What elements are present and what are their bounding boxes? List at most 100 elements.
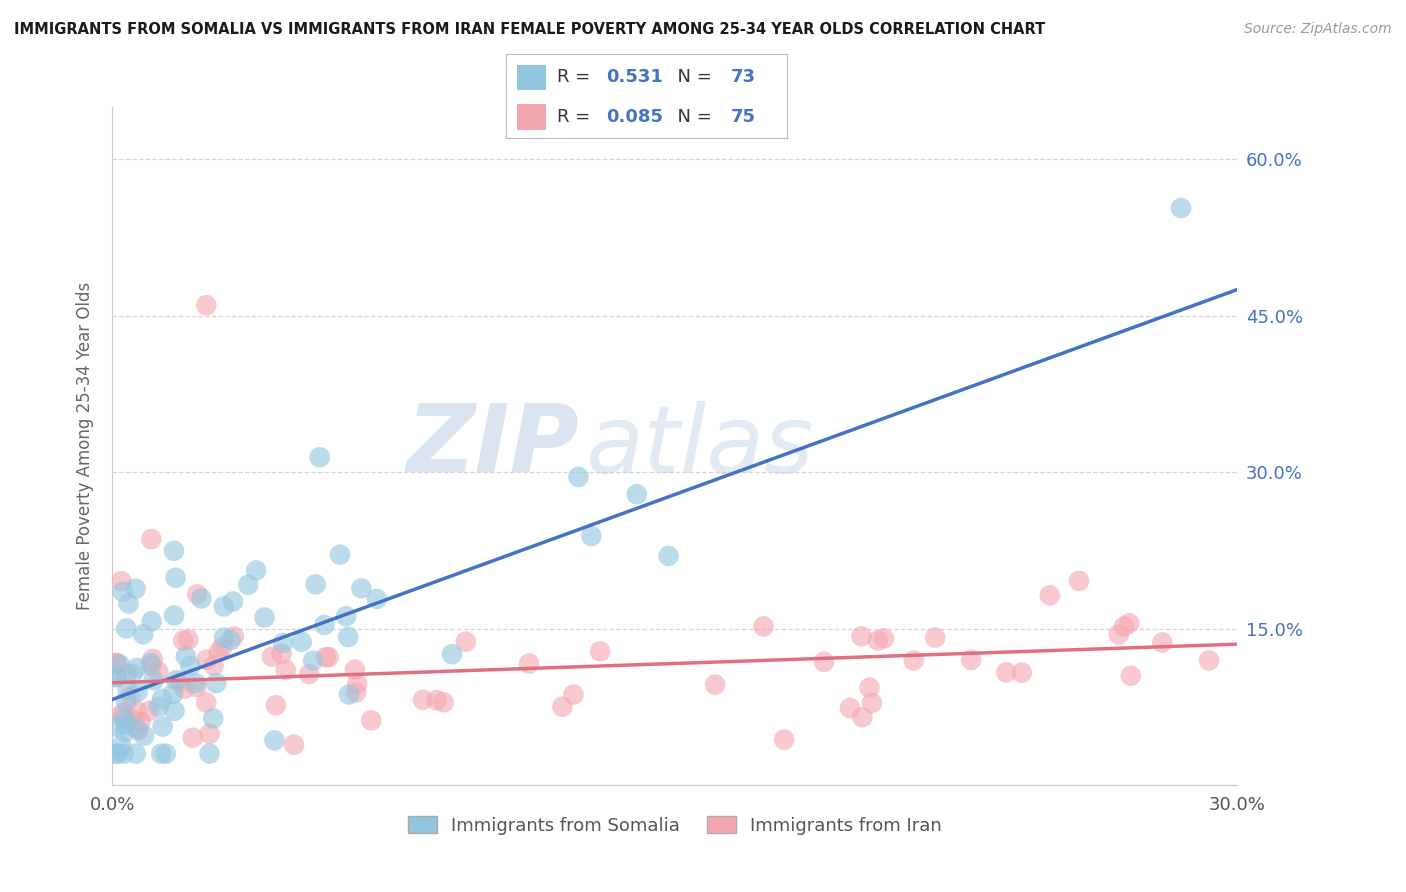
Point — [179, 659, 201, 673]
Point — [657, 549, 679, 563]
Point — [222, 594, 245, 608]
Point — [198, 747, 221, 761]
Point — [335, 609, 357, 624]
Point — [117, 597, 139, 611]
Point — [454, 634, 477, 648]
Point — [169, 674, 191, 689]
Point — [120, 690, 142, 704]
Point — [125, 661, 148, 675]
Point — [350, 582, 373, 596]
Point — [148, 665, 170, 679]
Point — [219, 633, 242, 648]
Point — [253, 610, 276, 624]
Point — [903, 653, 925, 667]
Point — [1112, 619, 1135, 633]
Point — [298, 667, 321, 681]
Point — [115, 667, 138, 681]
Point — [366, 591, 388, 606]
Point — [344, 685, 367, 699]
Point — [589, 644, 612, 658]
Point — [184, 676, 207, 690]
Point — [440, 647, 463, 661]
Point — [105, 656, 128, 670]
Point — [271, 636, 294, 650]
Point — [517, 657, 540, 671]
Point — [567, 470, 589, 484]
Point — [205, 676, 228, 690]
Point — [186, 587, 208, 601]
Point — [139, 656, 162, 670]
Point — [150, 692, 173, 706]
Point — [121, 712, 143, 726]
Point — [207, 645, 229, 659]
Point — [581, 529, 603, 543]
Point — [270, 647, 292, 661]
Point — [329, 548, 352, 562]
Point — [186, 680, 208, 694]
Point — [1011, 665, 1033, 680]
Point — [125, 582, 148, 596]
Point — [121, 667, 143, 681]
Point — [924, 631, 946, 645]
Point — [138, 704, 160, 718]
Point — [125, 721, 148, 735]
Point — [198, 727, 221, 741]
Point — [190, 591, 212, 606]
Point — [260, 649, 283, 664]
Point — [172, 633, 194, 648]
Point — [264, 698, 287, 713]
FancyBboxPatch shape — [517, 64, 546, 90]
Point — [873, 632, 896, 646]
Point — [1067, 574, 1090, 588]
Point — [858, 681, 880, 695]
Point — [315, 650, 337, 665]
Point — [562, 688, 585, 702]
Point — [626, 487, 648, 501]
Point — [127, 723, 149, 738]
Point — [263, 733, 285, 747]
Point — [314, 618, 336, 632]
Point — [337, 688, 360, 702]
Point — [173, 681, 195, 696]
Point — [181, 731, 204, 745]
Point — [110, 574, 132, 589]
Point — [115, 718, 138, 732]
Point — [704, 677, 727, 691]
Point — [551, 699, 574, 714]
Point — [211, 640, 233, 654]
Point — [163, 704, 186, 718]
Point — [155, 747, 177, 761]
Text: ZIP: ZIP — [406, 400, 579, 492]
Point — [960, 653, 983, 667]
Point — [163, 543, 186, 558]
Point — [995, 665, 1018, 680]
Text: Source: ZipAtlas.com: Source: ZipAtlas.com — [1244, 22, 1392, 37]
Point — [174, 649, 197, 664]
Point — [142, 673, 165, 688]
Point — [202, 658, 225, 673]
Point — [283, 738, 305, 752]
Point — [127, 685, 149, 699]
Point — [773, 732, 796, 747]
Text: R =: R = — [557, 108, 596, 126]
Point — [752, 619, 775, 633]
Point — [112, 711, 135, 725]
Point — [112, 706, 135, 720]
Point — [195, 653, 218, 667]
Point — [125, 704, 148, 718]
Point — [291, 635, 314, 649]
Text: IMMIGRANTS FROM SOMALIA VS IMMIGRANTS FROM IRAN FEMALE POVERTY AMONG 25-34 YEAR : IMMIGRANTS FROM SOMALIA VS IMMIGRANTS FR… — [14, 22, 1045, 37]
Y-axis label: Female Poverty Among 25-34 Year Olds: Female Poverty Among 25-34 Year Olds — [76, 282, 94, 610]
Point — [238, 578, 260, 592]
Point — [1152, 635, 1174, 649]
Point — [337, 630, 360, 644]
Point — [105, 720, 128, 734]
Point — [1119, 669, 1142, 683]
Point — [308, 450, 330, 465]
Point — [274, 663, 297, 677]
Text: 73: 73 — [731, 69, 756, 87]
Point — [105, 671, 128, 685]
Point — [1039, 588, 1062, 602]
FancyBboxPatch shape — [517, 104, 546, 130]
Point — [141, 532, 163, 546]
